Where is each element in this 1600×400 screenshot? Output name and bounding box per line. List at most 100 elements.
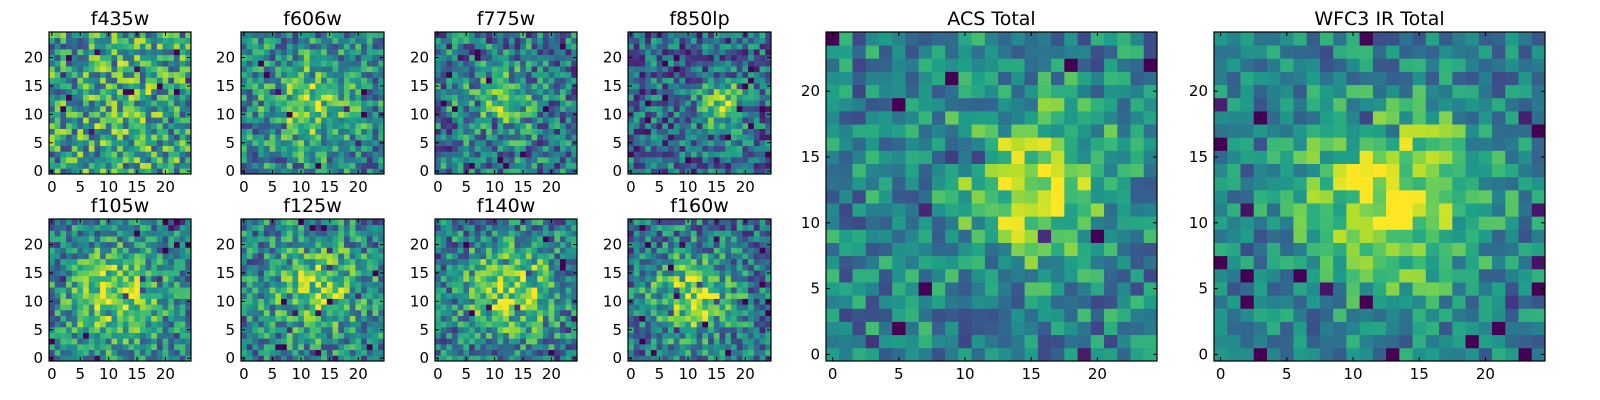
heatmap-cell bbox=[252, 134, 259, 141]
heatmap-cell bbox=[241, 264, 248, 271]
heatmap-cell bbox=[49, 281, 56, 288]
heatmap-cell bbox=[343, 292, 351, 299]
heatmap-cell bbox=[378, 292, 385, 299]
heatmap-cell bbox=[668, 281, 675, 288]
heatmap-cell bbox=[315, 321, 322, 328]
heatmap-cell bbox=[708, 287, 715, 294]
heatmap-cell bbox=[748, 37, 755, 44]
heatmap-cell bbox=[173, 326, 181, 333]
heatmap-cell bbox=[366, 111, 373, 118]
heatmap-cell bbox=[446, 298, 453, 305]
heatmap-cell bbox=[378, 321, 385, 328]
heatmap-cell bbox=[730, 168, 738, 175]
heatmap-cell bbox=[156, 134, 163, 141]
heatmap-cell bbox=[83, 253, 90, 260]
heatmap-cell bbox=[497, 338, 504, 345]
heatmap-cell bbox=[117, 309, 124, 316]
heatmap-cell bbox=[298, 236, 305, 243]
heatmap-cell bbox=[702, 32, 709, 39]
heatmap-cell bbox=[565, 151, 572, 158]
heatmap-cell bbox=[645, 134, 652, 141]
heatmap-cell bbox=[537, 326, 544, 333]
heatmap-cell bbox=[491, 145, 498, 152]
heatmap-cell bbox=[736, 168, 743, 175]
heatmap-cell bbox=[269, 145, 276, 152]
heatmap-cell bbox=[559, 298, 567, 305]
heatmap-cell bbox=[673, 134, 680, 141]
heatmap-cell bbox=[463, 298, 470, 305]
heatmap-cell bbox=[151, 219, 158, 226]
heatmap-cell bbox=[446, 309, 453, 316]
heatmap-cell bbox=[537, 128, 544, 135]
heatmap-cell bbox=[66, 100, 73, 107]
heatmap-cell bbox=[332, 349, 339, 356]
heatmap-cell bbox=[105, 156, 112, 164]
heatmap-cell bbox=[645, 298, 652, 305]
heatmap-cell bbox=[269, 83, 276, 90]
heatmap-cell bbox=[71, 88, 78, 95]
heatmap-cell bbox=[463, 338, 470, 345]
y-tick-label: 10 bbox=[603, 105, 622, 123]
heatmap-cell bbox=[520, 343, 527, 351]
heatmap-cell bbox=[565, 168, 572, 175]
heatmap-cell bbox=[765, 315, 772, 322]
heatmap-cell bbox=[139, 264, 146, 271]
heatmap-cell bbox=[713, 292, 720, 299]
heatmap-cell bbox=[537, 355, 544, 362]
heatmap-cell bbox=[71, 162, 78, 169]
heatmap-cell bbox=[378, 145, 385, 152]
heatmap-cell bbox=[708, 122, 715, 129]
heatmap-cell bbox=[525, 292, 532, 299]
heatmap-cell bbox=[88, 134, 95, 141]
heatmap-cell bbox=[645, 315, 652, 322]
heatmap-cell bbox=[656, 304, 663, 311]
heatmap-cell bbox=[673, 105, 680, 112]
heatmap-cell bbox=[372, 139, 379, 146]
heatmap-cell bbox=[252, 37, 259, 44]
heatmap-cell bbox=[742, 309, 749, 316]
heatmap-cell bbox=[452, 94, 459, 101]
heatmap-cell bbox=[321, 287, 328, 294]
heatmap-cell bbox=[168, 139, 175, 146]
heatmap-cell bbox=[662, 100, 669, 107]
heatmap-cell bbox=[525, 304, 532, 311]
heatmap-cell bbox=[435, 343, 442, 351]
heatmap-cell bbox=[366, 156, 373, 164]
heatmap-cell bbox=[457, 88, 464, 95]
heatmap-cell bbox=[281, 94, 288, 101]
heatmap-cell bbox=[326, 321, 333, 328]
heatmap-cell bbox=[349, 224, 356, 231]
heatmap-cell bbox=[105, 241, 112, 248]
heatmap-cell bbox=[162, 151, 169, 158]
heatmap-cell bbox=[702, 281, 709, 288]
heatmap-cell bbox=[275, 343, 282, 351]
heatmap-cell bbox=[662, 66, 669, 73]
heatmap-cell bbox=[497, 122, 504, 129]
heatmap-cell bbox=[258, 247, 265, 254]
heatmap-cell bbox=[246, 230, 253, 237]
heatmap-cell bbox=[633, 349, 640, 356]
heatmap-cell bbox=[730, 281, 738, 288]
heatmap-cell bbox=[269, 343, 276, 351]
heatmap-cell bbox=[491, 321, 498, 328]
heatmap-cell bbox=[508, 54, 515, 61]
heatmap-cell bbox=[571, 37, 578, 44]
heatmap-cell bbox=[537, 219, 544, 226]
heatmap-cell bbox=[332, 304, 339, 311]
heatmap-cell bbox=[520, 281, 527, 288]
heatmap-cell bbox=[497, 224, 504, 231]
heatmap-cell bbox=[179, 66, 186, 73]
heatmap-cell bbox=[105, 247, 112, 254]
heatmap-cell bbox=[662, 117, 669, 124]
heatmap-cell bbox=[713, 49, 720, 56]
heatmap-cell bbox=[83, 355, 90, 362]
heatmap-cell bbox=[548, 338, 555, 345]
heatmap-cell bbox=[168, 117, 175, 124]
heatmap-cell bbox=[508, 224, 515, 231]
heatmap-cell bbox=[730, 49, 738, 56]
heatmap-cell bbox=[343, 32, 351, 39]
heatmap-cell bbox=[633, 355, 640, 362]
heatmap-cell bbox=[725, 332, 732, 339]
heatmap-cell bbox=[105, 264, 112, 271]
